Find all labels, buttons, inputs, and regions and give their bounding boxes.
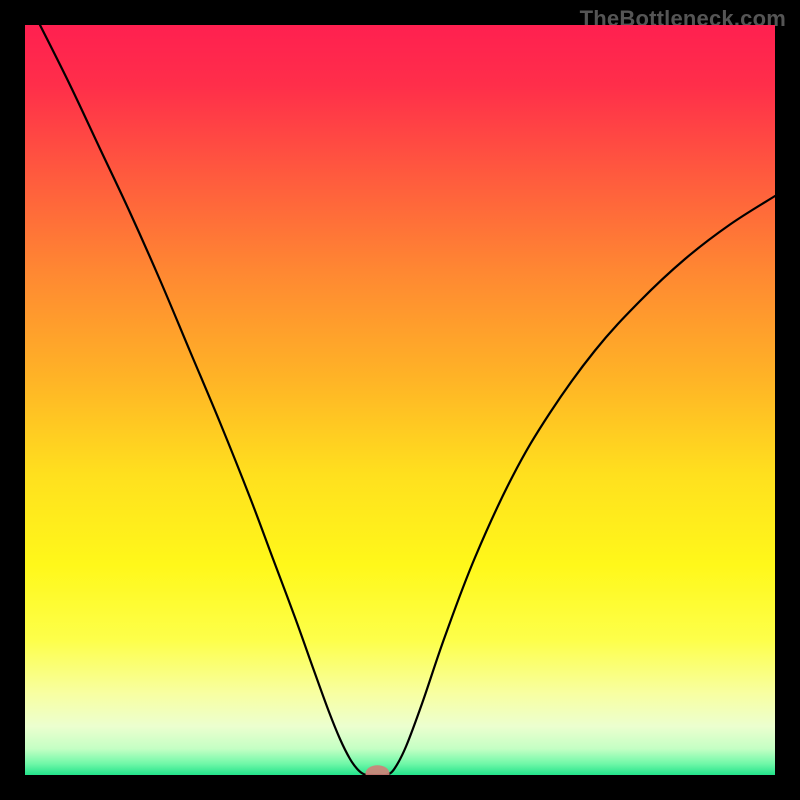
plot-area <box>25 25 775 775</box>
chart-frame: TheBottleneck.com <box>0 0 800 800</box>
gradient-background <box>25 25 775 775</box>
bottleneck-curve-chart <box>25 25 775 775</box>
